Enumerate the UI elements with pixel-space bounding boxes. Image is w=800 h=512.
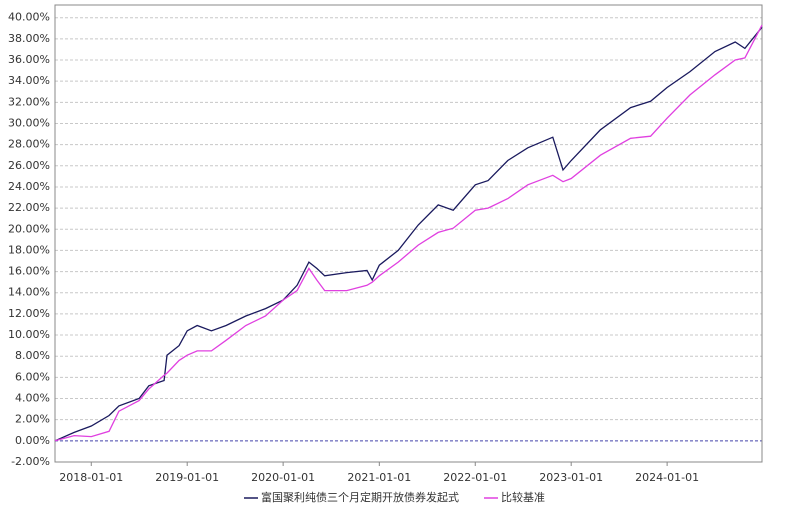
y-tick-label: -2.00% bbox=[11, 455, 50, 468]
y-tick-label: 8.00% bbox=[15, 349, 50, 362]
y-tick-label: 10.00% bbox=[8, 328, 50, 341]
y-tick-label: 36.00% bbox=[8, 53, 50, 66]
y-tick-label: 22.00% bbox=[8, 201, 50, 214]
y-tick-label: 12.00% bbox=[8, 307, 50, 320]
y-tick-label: 14.00% bbox=[8, 286, 50, 299]
y-tick-label: 20.00% bbox=[8, 222, 50, 235]
x-tick-label: 2023-01-01 bbox=[539, 471, 603, 484]
series-line bbox=[54, 24, 763, 442]
y-tick-label: 2.00% bbox=[15, 413, 50, 426]
y-tick-label: 4.00% bbox=[15, 392, 50, 405]
series-line bbox=[54, 26, 763, 442]
y-tick-label: 28.00% bbox=[8, 138, 50, 151]
legend-label: 比较基准 bbox=[501, 490, 545, 504]
x-tick-label: 2018-01-01 bbox=[59, 471, 123, 484]
x-tick-label: 2022-01-01 bbox=[443, 471, 507, 484]
legend-label: 富国聚利纯债三个月定期开放债券发起式 bbox=[261, 490, 459, 504]
x-tick-label: 2024-01-01 bbox=[635, 471, 699, 484]
x-tick-label: 2019-01-01 bbox=[155, 471, 219, 484]
y-tick-label: 30.00% bbox=[8, 116, 50, 129]
y-tick-label: 38.00% bbox=[8, 32, 50, 45]
x-tick-label: 2020-01-01 bbox=[251, 471, 315, 484]
y-tick-label: 0.00% bbox=[15, 434, 50, 447]
y-tick-label: 26.00% bbox=[8, 159, 50, 172]
x-tick-label: 2021-01-01 bbox=[347, 471, 411, 484]
y-tick-label: 32.00% bbox=[8, 95, 50, 108]
y-tick-label: 16.00% bbox=[8, 265, 50, 278]
y-tick-label: 24.00% bbox=[8, 180, 50, 193]
y-tick-label: 18.00% bbox=[8, 243, 50, 256]
plot-frame bbox=[54, 4, 763, 463]
y-tick-label: 40.00% bbox=[8, 11, 50, 24]
y-tick-label: 6.00% bbox=[15, 370, 50, 383]
y-tick-label: 34.00% bbox=[8, 74, 50, 87]
